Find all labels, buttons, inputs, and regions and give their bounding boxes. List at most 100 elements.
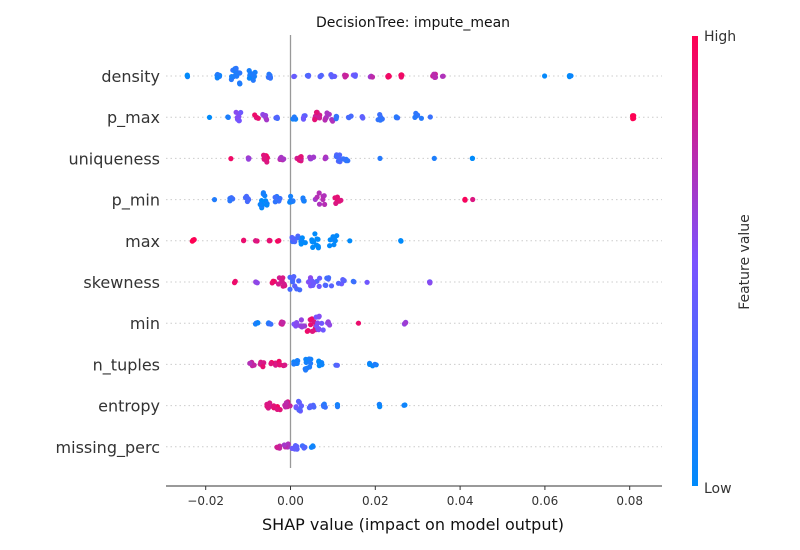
shap-point (305, 73, 311, 79)
x-tick-label: −0.02 (187, 494, 224, 508)
shap-point (327, 322, 333, 328)
x-tick-label: 0.02 (362, 494, 389, 508)
shap-point (287, 286, 293, 292)
shap-point (308, 360, 314, 366)
shap-point (282, 362, 288, 368)
shap-point (298, 317, 304, 323)
shap-point (322, 117, 328, 123)
shap-point (237, 80, 243, 86)
shap-point (300, 115, 306, 121)
shap-point (377, 404, 383, 410)
shap-point (314, 236, 320, 242)
feature-label: missing_perc (56, 438, 160, 458)
shap-point (328, 283, 335, 289)
shap-point (238, 109, 244, 116)
shap-point (290, 279, 296, 285)
shap-point (427, 280, 433, 286)
shap-point (342, 74, 348, 80)
shap-point (310, 443, 316, 449)
shap-point (261, 360, 267, 366)
shap-point (323, 155, 329, 161)
x-tick-label: 0.06 (532, 494, 559, 508)
shap-point (287, 403, 293, 409)
shap-point (355, 320, 362, 326)
shap-point (298, 154, 304, 160)
shap-point (377, 112, 383, 118)
shap-point (276, 238, 282, 244)
shap-point (334, 362, 340, 368)
shap-point (281, 281, 287, 287)
shap-point (386, 73, 392, 79)
shap-point (184, 72, 190, 78)
shap-point (269, 280, 275, 286)
shap-point (316, 313, 322, 319)
shap-point (277, 361, 283, 367)
shap-point (233, 71, 239, 77)
shap-point (315, 320, 321, 326)
shap-point (281, 442, 287, 448)
shap-point (351, 279, 357, 285)
shap-point (316, 327, 322, 333)
x-ticks: −0.02 0.00 0.02 0.04 0.06 0.08 (187, 486, 643, 508)
shap-point (313, 109, 320, 115)
shap-point (273, 362, 279, 368)
shap-point (399, 72, 405, 78)
shap-point (309, 237, 315, 243)
shap-point (334, 404, 341, 410)
colorbar-title: Feature value (737, 214, 753, 310)
shap-point (314, 194, 320, 200)
shap-point (264, 159, 270, 165)
shap-point (296, 407, 302, 413)
feature-label: skewness (83, 273, 160, 292)
shap-point (320, 196, 326, 203)
shap-point (393, 114, 399, 120)
colorbar-high-label: High (704, 29, 736, 45)
shap-point (280, 319, 286, 326)
shap-point (290, 198, 296, 204)
shap-point (297, 287, 303, 293)
shap-point (331, 236, 337, 243)
shap-point (305, 328, 311, 334)
shap-point (227, 198, 233, 204)
shap-point (316, 190, 322, 196)
feature-label: n_tuples (93, 355, 160, 375)
shap-point (324, 275, 330, 281)
shap-point (303, 367, 309, 373)
shap-point (264, 202, 270, 208)
shap-point (257, 201, 263, 208)
colorbar-low-label: Low (704, 481, 732, 497)
shap-point (431, 71, 437, 77)
shap-point (364, 279, 370, 285)
shap-point (312, 231, 318, 237)
shap-point (266, 237, 272, 243)
points-layer (184, 65, 637, 452)
feature-label: max (125, 232, 160, 251)
shap-point (301, 198, 307, 204)
shap-point (274, 114, 280, 120)
shap-point (255, 320, 261, 326)
x-tick-label: 0.08 (616, 494, 643, 508)
shap-point (369, 74, 376, 80)
shap-point (259, 198, 265, 204)
shap-point (309, 328, 315, 334)
shap-point (462, 196, 468, 202)
colorbar (692, 36, 698, 486)
shap-point (431, 155, 437, 161)
shap-point (316, 201, 323, 207)
shap-point (307, 403, 314, 409)
shap-point (294, 320, 300, 326)
feature-label: p_min (112, 191, 160, 211)
shap-point (268, 321, 274, 327)
shap-point (206, 114, 213, 120)
shap-point (264, 117, 270, 123)
shap-point (247, 360, 253, 366)
shap-point (211, 197, 218, 203)
shap-point (241, 237, 247, 243)
shap-point (401, 402, 407, 408)
shap-point (261, 155, 267, 161)
shap-point (293, 404, 299, 410)
shap-point (234, 114, 240, 121)
shap-point (321, 403, 327, 409)
feature-label: entropy (98, 397, 160, 416)
